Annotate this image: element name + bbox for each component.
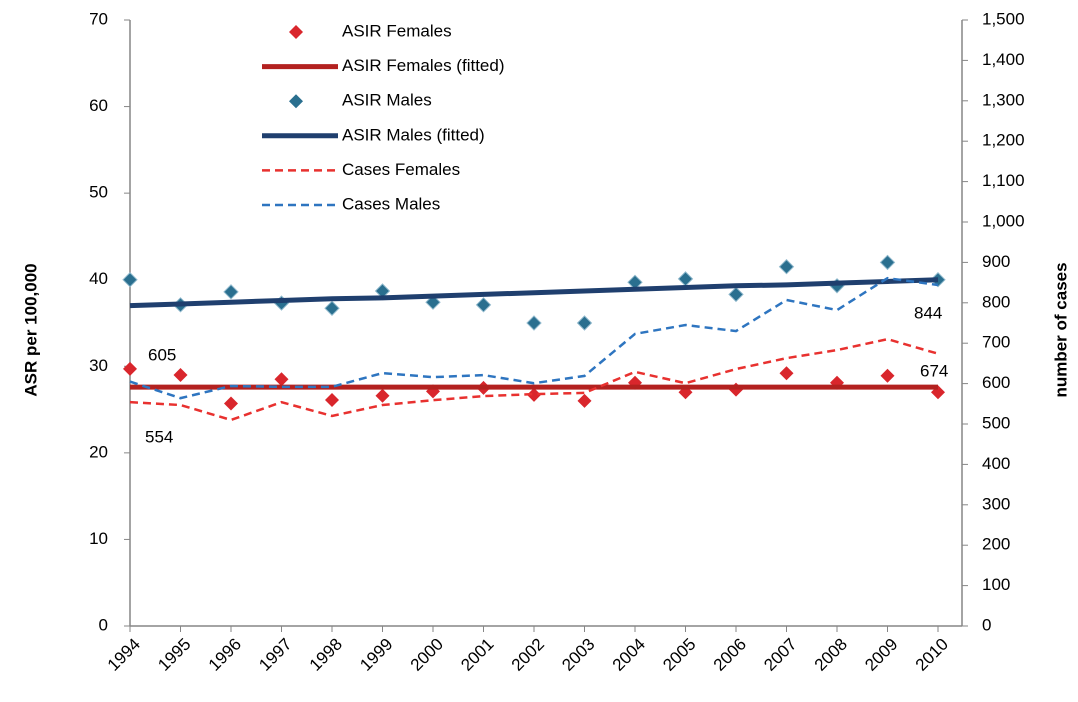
marker — [173, 367, 188, 382]
marker — [880, 368, 895, 383]
x-tick-label: 1997 — [255, 635, 295, 675]
x-tick-label: 1996 — [205, 635, 245, 675]
legend-label: ASIR Females (fitted) — [342, 56, 505, 75]
x-tick-label: 2001 — [457, 635, 497, 675]
y2-tick-label: 1,300 — [982, 90, 1025, 109]
y2-tick-label: 200 — [982, 535, 1010, 554]
legend-marker — [289, 25, 303, 39]
data-label: 605 — [148, 345, 176, 364]
cases-line — [129, 337, 939, 422]
x-tick-label: 2007 — [760, 635, 800, 675]
data-label: 844 — [914, 303, 942, 322]
y2-axis-title: number of cases — [1051, 262, 1070, 397]
y2-tick-label: 300 — [982, 494, 1010, 513]
legend-label: ASIR Females — [342, 21, 452, 40]
x-tick-label: 2003 — [558, 635, 598, 675]
x-tick-label: 1998 — [306, 635, 346, 675]
x-tick-label: 1999 — [356, 635, 396, 675]
x-tick-label: 2002 — [508, 635, 548, 675]
marker — [576, 315, 593, 331]
y2-tick-label: 900 — [982, 252, 1010, 271]
y2-tick-label: 700 — [982, 333, 1010, 352]
marker — [274, 372, 289, 387]
fitted-line — [129, 277, 939, 309]
y2-tick-label: 1,500 — [982, 9, 1025, 28]
y-tick-label: 40 — [89, 269, 108, 288]
y-tick-label: 10 — [89, 529, 108, 548]
y-tick-label: 60 — [89, 96, 108, 115]
marker — [475, 297, 492, 313]
marker — [779, 366, 794, 381]
y-tick-label: 30 — [89, 356, 108, 375]
y2-tick-label: 1,400 — [982, 50, 1025, 69]
legend-label: ASIR Males (fitted) — [342, 125, 485, 144]
marker — [123, 361, 137, 376]
y-tick-label: 70 — [89, 9, 108, 28]
y-axis-title: ASR per 100,000 — [21, 263, 40, 396]
marker — [122, 272, 138, 288]
legend-label: Cases Females — [342, 160, 460, 179]
marker — [223, 284, 239, 300]
y2-tick-label: 500 — [982, 413, 1010, 432]
x-tick-label: 2004 — [609, 635, 649, 675]
x-tick-label: 2006 — [710, 635, 750, 675]
y2-tick-label: 1,000 — [982, 211, 1025, 230]
marker — [778, 259, 795, 275]
y2-tick-label: 400 — [982, 454, 1010, 473]
marker — [577, 393, 592, 408]
x-tick-label: 2009 — [861, 635, 901, 675]
legend-marker — [289, 94, 303, 109]
y2-tick-label: 100 — [982, 575, 1010, 594]
marker — [325, 393, 339, 408]
marker — [526, 315, 542, 331]
y2-tick-label: 1,100 — [982, 171, 1025, 190]
data-label: 674 — [920, 361, 948, 380]
x-tick-label: 2010 — [912, 635, 952, 675]
x-tick-label: 1995 — [154, 635, 194, 675]
marker — [728, 286, 744, 303]
marker — [324, 300, 340, 316]
x-tick-label: 2008 — [811, 635, 851, 675]
y2-tick-label: 1,200 — [982, 131, 1025, 150]
y-tick-label: 20 — [89, 442, 108, 461]
marker — [224, 396, 238, 411]
y-tick-label: 50 — [89, 183, 108, 202]
marker — [677, 271, 694, 287]
y2-tick-label: 0 — [982, 615, 991, 634]
marker — [879, 254, 896, 271]
marker — [527, 387, 541, 402]
x-tick-label: 1994 — [104, 635, 144, 675]
cases-line — [129, 276, 939, 400]
y2-tick-label: 600 — [982, 373, 1010, 392]
marker — [375, 388, 390, 403]
x-tick-label: 2005 — [659, 635, 699, 675]
legend-label: Cases Males — [342, 194, 440, 213]
x-tick-label: 2000 — [407, 635, 447, 675]
y-tick-label: 0 — [99, 615, 108, 634]
data-label: 554 — [145, 427, 173, 446]
y2-tick-label: 800 — [982, 292, 1010, 311]
legend-label: ASIR Males — [342, 91, 432, 110]
